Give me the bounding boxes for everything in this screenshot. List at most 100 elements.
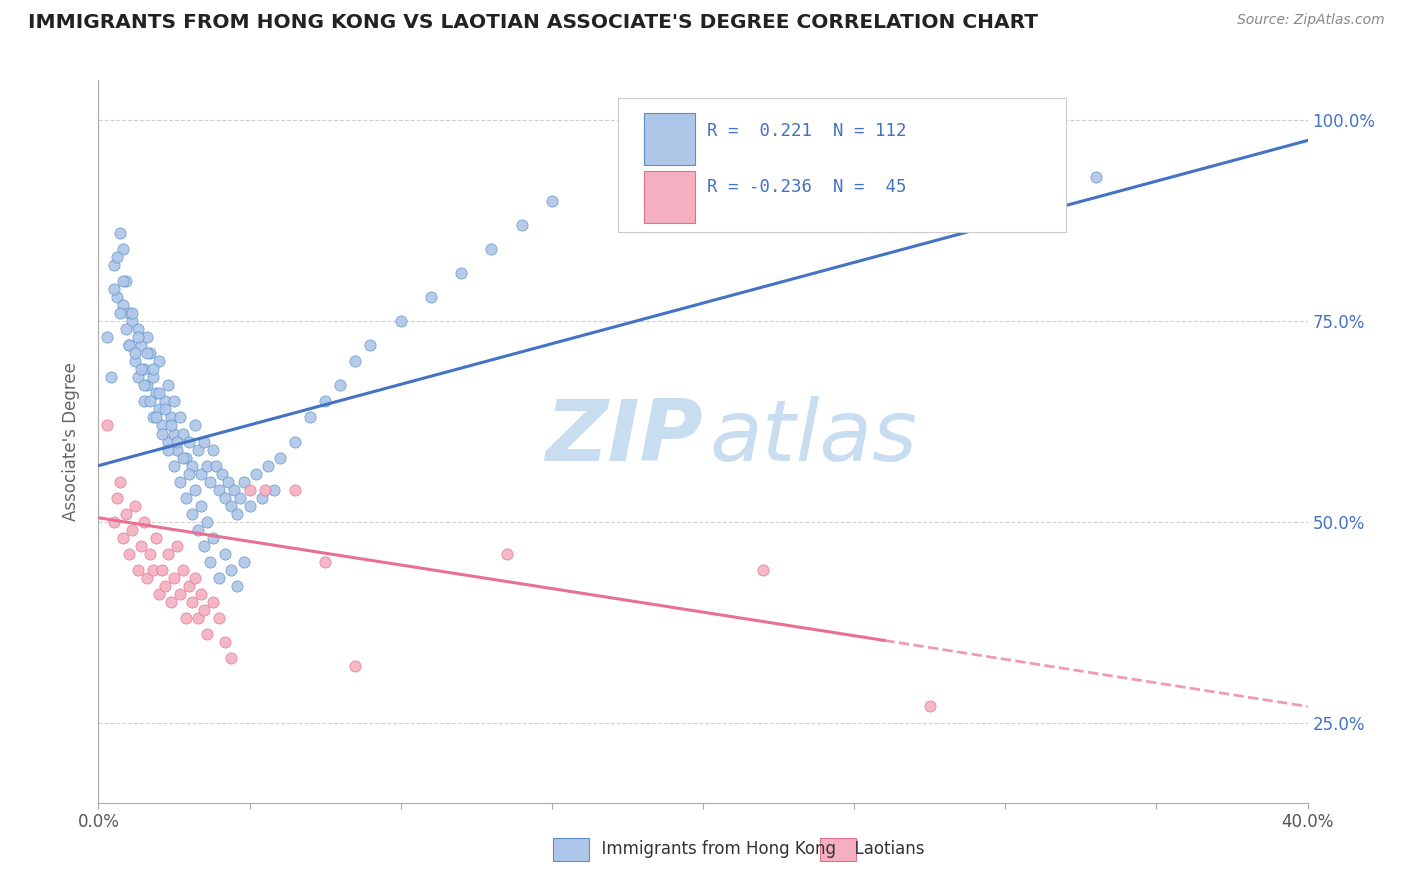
Point <box>127 330 149 344</box>
Point <box>208 611 231 625</box>
Point <box>105 491 128 505</box>
Point <box>314 394 336 409</box>
Point <box>172 563 194 577</box>
Point <box>150 563 173 577</box>
Point <box>169 475 191 489</box>
Point <box>142 362 165 376</box>
Point <box>145 410 167 425</box>
Point <box>105 250 128 264</box>
Point <box>481 242 503 256</box>
Point <box>132 378 155 392</box>
Point <box>108 306 131 320</box>
Point <box>153 402 176 417</box>
Point <box>105 290 128 304</box>
Point <box>232 555 254 569</box>
Point <box>163 458 186 473</box>
Point <box>221 563 243 577</box>
Point <box>187 523 209 537</box>
Point <box>150 418 173 433</box>
Point <box>132 362 155 376</box>
Point <box>174 611 197 625</box>
Point <box>156 442 179 457</box>
Point <box>96 418 118 433</box>
Point <box>124 354 146 368</box>
Point <box>160 595 183 609</box>
Point <box>114 322 136 336</box>
Point <box>145 531 167 545</box>
Point <box>202 442 225 457</box>
Point <box>190 587 212 601</box>
Point <box>190 467 212 481</box>
Point <box>344 354 367 368</box>
Point <box>174 491 197 505</box>
Point <box>145 386 167 401</box>
Point <box>187 442 209 457</box>
Point <box>187 611 209 625</box>
Point <box>148 354 170 368</box>
Point <box>195 458 218 473</box>
Point <box>389 314 412 328</box>
Point <box>118 338 141 352</box>
Point <box>129 539 152 553</box>
Point <box>179 579 201 593</box>
Point <box>108 475 131 489</box>
Point <box>163 571 186 585</box>
Point <box>129 338 152 352</box>
Point <box>214 635 236 649</box>
Point <box>239 483 262 497</box>
Point <box>181 595 204 609</box>
Point <box>142 410 165 425</box>
Point <box>156 547 179 561</box>
Point <box>111 531 134 545</box>
FancyBboxPatch shape <box>644 112 695 165</box>
Point <box>314 555 336 569</box>
Point <box>193 603 215 617</box>
Point <box>540 194 562 208</box>
Point <box>153 394 176 409</box>
Point <box>200 555 222 569</box>
Point <box>229 491 252 505</box>
Y-axis label: Associate's Degree: Associate's Degree <box>62 362 80 521</box>
Point <box>156 378 179 392</box>
Point <box>129 362 152 376</box>
Point <box>103 282 125 296</box>
Point <box>124 499 146 513</box>
Point <box>256 458 278 473</box>
Point <box>139 394 162 409</box>
Point <box>169 410 191 425</box>
Point <box>118 306 141 320</box>
FancyBboxPatch shape <box>619 98 1066 232</box>
Point <box>148 587 170 601</box>
FancyBboxPatch shape <box>553 838 589 861</box>
Point <box>193 539 215 553</box>
Point <box>114 507 136 521</box>
Point <box>208 483 231 497</box>
Point <box>169 587 191 601</box>
Text: Laotians: Laotians <box>844 840 924 858</box>
Point <box>111 274 134 288</box>
Text: ZIP: ZIP <box>546 396 703 479</box>
Point <box>239 499 262 513</box>
Point <box>208 571 231 585</box>
Point <box>195 515 218 529</box>
Point <box>148 402 170 417</box>
Point <box>156 434 179 449</box>
Point <box>226 507 249 521</box>
Point <box>132 394 155 409</box>
Point <box>299 410 322 425</box>
Point <box>214 547 236 561</box>
Point <box>160 410 183 425</box>
Point <box>153 579 176 593</box>
Point <box>108 226 131 240</box>
Point <box>142 563 165 577</box>
Point <box>184 571 207 585</box>
Point <box>193 434 215 449</box>
Point <box>253 483 276 497</box>
Point <box>163 426 186 441</box>
Point <box>160 418 183 433</box>
Point <box>179 434 201 449</box>
Point <box>195 627 218 641</box>
Point <box>127 322 149 336</box>
Point <box>118 547 141 561</box>
Point <box>250 491 273 505</box>
